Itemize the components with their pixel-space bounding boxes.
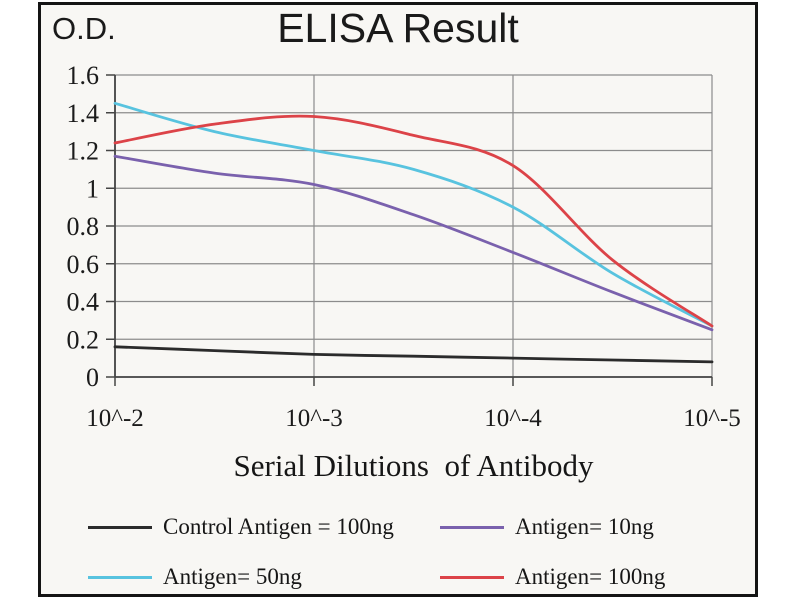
series-line-antigen-50ng [113,101,714,328]
y-tick-label: 1 [86,174,99,203]
x-tick-label: 10^-3 [285,405,343,432]
y-tick-label: 1.6 [67,61,100,90]
series-line-antigen-100ng [113,114,714,328]
y-axis-unit-label: O.D. [52,11,116,46]
x-tick-label: 10^-4 [484,405,542,432]
y-tick-label: 1.4 [67,99,100,128]
x-tick-label: 10^-2 [86,405,144,432]
y-tick-label: 1.2 [67,137,100,166]
series-line-antigen-10ng [113,154,714,332]
x-axis-title: Serial Dilutions of Antibody [233,448,594,483]
y-tick-label: 0.8 [67,212,100,241]
y-tick-label: 0.4 [67,288,100,317]
y-tick-label: 0.6 [67,250,100,279]
x-tick-label: 10^-5 [683,405,741,432]
chart-title: ELISA Result [277,5,519,51]
figure-frame [38,2,758,597]
y-tick-label: 0.2 [67,325,100,354]
series-line-control-antigen-100ng [113,345,714,364]
y-tick-label: 0 [86,363,99,392]
